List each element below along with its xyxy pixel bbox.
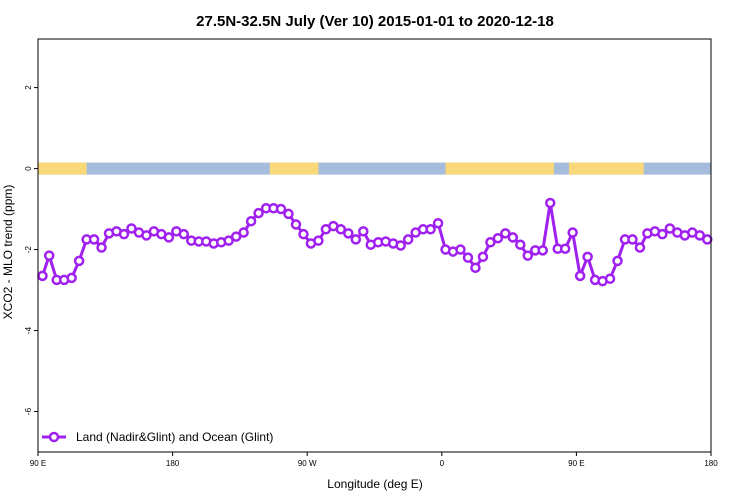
land-segment (568, 162, 644, 175)
y-tick-label: -6 (24, 407, 33, 415)
y-axis-label: XCO2 - MLO trend (ppm) (1, 185, 15, 320)
data-point (96, 242, 107, 253)
data-point (283, 208, 294, 220)
data-point (335, 224, 347, 235)
data-point (350, 234, 362, 245)
data-point (43, 250, 55, 261)
data-point (425, 224, 436, 235)
data-point (515, 239, 526, 250)
y-tick-label: -4 (24, 326, 33, 334)
x-tick-label: 180 (166, 459, 180, 468)
data-point (298, 228, 309, 240)
data-point (657, 228, 668, 240)
data-point (358, 226, 369, 237)
data-point (402, 234, 414, 245)
data-point (634, 242, 646, 253)
data-point (544, 197, 556, 209)
data-point (582, 251, 593, 263)
data-point (567, 227, 578, 238)
data-point (223, 235, 234, 246)
data-point (432, 217, 444, 229)
data-point (343, 228, 354, 239)
x-tick-label: 90 E (30, 459, 46, 468)
data-point (612, 255, 623, 267)
x-axis-label: Longitude (deg E) (327, 477, 422, 491)
data-point (245, 215, 257, 227)
data-point (141, 230, 152, 241)
data-point (522, 250, 534, 261)
data-point (73, 255, 85, 267)
data-point (66, 272, 77, 284)
data-point (118, 228, 130, 240)
data-point (604, 273, 616, 284)
data-point (537, 245, 548, 256)
plot-frame (37, 38, 712, 453)
data-point (492, 232, 504, 244)
legend-entry-label: Land (Nadir&Glint) and Ocean (Glint) (76, 430, 273, 444)
x-axis: 90 E 180 90 W 0 90 E 180 (30, 452, 718, 468)
data-point (574, 270, 586, 282)
chart-title: 27.5N-32.5N July (Ver 10) 2015-01-01 to … (196, 13, 554, 30)
x-tick-label: 180 (704, 459, 718, 468)
data-point (470, 262, 481, 274)
data-point (230, 231, 242, 242)
data-point (477, 251, 489, 263)
x-tick-label: 90 E (568, 459, 584, 468)
data-point (313, 235, 324, 246)
land-segment (38, 162, 87, 175)
y-tick-label: 0 (24, 166, 33, 171)
data-point (238, 227, 249, 238)
land-segment (269, 162, 319, 175)
y-tick-label: -2 (24, 245, 33, 253)
legend: Land (Nadir&Glint) and Ocean (Glint) (42, 430, 273, 444)
data-point (395, 240, 406, 251)
data-point (507, 232, 519, 243)
data-point (559, 243, 571, 254)
data-point (694, 230, 706, 241)
data-point (462, 252, 474, 263)
data-point (702, 234, 713, 245)
y-axis: 2 0 -2 -4 -6 (24, 85, 38, 415)
data-point (88, 234, 100, 245)
y-tick-label: 2 (24, 85, 33, 90)
data-point (455, 244, 466, 255)
x-tick-label: 0 (440, 459, 445, 468)
data-point (253, 207, 264, 219)
data-point (290, 219, 302, 230)
land-segment (445, 162, 554, 175)
x-tick-label: 90 W (298, 459, 317, 468)
data-point (178, 228, 190, 240)
data-point (500, 228, 511, 239)
data-point (275, 203, 287, 215)
data-point (485, 237, 496, 248)
data-point (627, 234, 638, 245)
data-point (163, 232, 175, 243)
legend-marker-swatch (48, 431, 60, 443)
data-point (126, 223, 137, 234)
data-point (37, 270, 48, 282)
data-point (664, 223, 676, 234)
plot-area (37, 162, 713, 287)
